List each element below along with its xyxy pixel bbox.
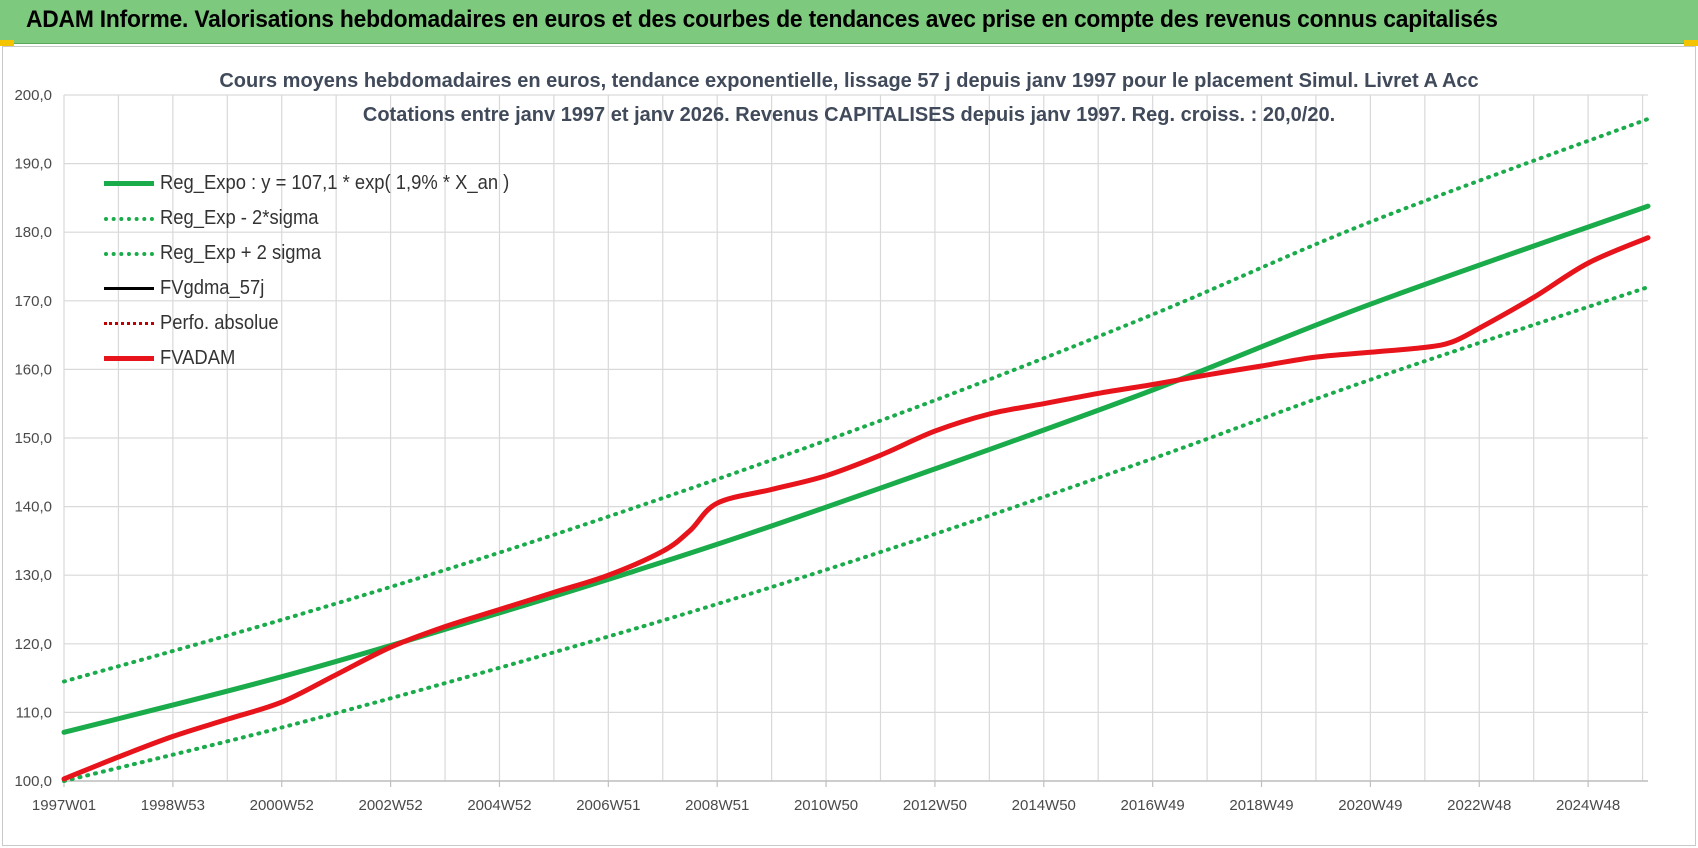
y-tick-label: 200,0 bbox=[14, 87, 52, 104]
y-tick-label: 100,0 bbox=[14, 773, 52, 790]
x-tick-label: 1997W01 bbox=[32, 797, 96, 814]
legend-swatch bbox=[104, 216, 154, 221]
x-tick-label: 2002W52 bbox=[358, 797, 422, 814]
legend-item-reg-expo: Reg_Expo : y = 107,1 * exp( 1,9% * X_an … bbox=[104, 166, 540, 201]
x-tick-label: 2018W49 bbox=[1229, 797, 1293, 814]
chart-legend: Reg_Expo : y = 107,1 * exp( 1,9% * X_an … bbox=[104, 166, 540, 376]
chart-title: Cours moyens hebdomadaires en euros, ten… bbox=[219, 70, 1479, 92]
corner-marker-right bbox=[1684, 40, 1698, 46]
banner-title: ADAM Informe. Valorisations hebdomadaire… bbox=[26, 6, 1498, 33]
series-reg-expo bbox=[61, 203, 1651, 735]
x-tick-label: 2008W51 bbox=[685, 797, 749, 814]
legend-item-reg-exp-minus: Reg_Exp - 2*sigma bbox=[104, 201, 540, 236]
x-tick-label: 2010W50 bbox=[794, 797, 858, 814]
legend-swatch bbox=[104, 287, 154, 290]
x-tick-label: 2016W49 bbox=[1121, 797, 1185, 814]
x-tick-label: 2012W50 bbox=[903, 797, 967, 814]
y-tick-label: 190,0 bbox=[14, 156, 52, 173]
x-tick-label: 2006W51 bbox=[576, 797, 640, 814]
x-tick-label: 2004W52 bbox=[467, 797, 531, 814]
x-tick-label: 2024W48 bbox=[1556, 797, 1620, 814]
x-tick-label: 2022W48 bbox=[1447, 797, 1511, 814]
series-fvadam bbox=[61, 235, 1651, 782]
legend-swatch bbox=[104, 322, 154, 325]
x-tick-label: 1998W53 bbox=[141, 797, 205, 814]
legend-item-perfo-absolue: Perfo. absolue bbox=[104, 306, 540, 341]
legend-label: Perfo. absolue bbox=[160, 312, 279, 334]
y-tick-label: 170,0 bbox=[14, 293, 52, 310]
y-tick-label: 110,0 bbox=[16, 704, 52, 721]
legend-label: Reg_Exp + 2 sigma bbox=[160, 242, 322, 264]
y-tick-label: 180,0 bbox=[14, 224, 52, 241]
legend-swatch bbox=[104, 181, 154, 186]
x-tick-label: 2000W52 bbox=[250, 797, 314, 814]
corner-marker-left bbox=[0, 40, 14, 46]
legend-item-fvadam: FVADAM bbox=[104, 341, 540, 376]
legend-item-reg-exp-plus: Reg_Exp + 2 sigma bbox=[104, 236, 540, 271]
x-tick-label: 2020W49 bbox=[1338, 797, 1402, 814]
header-banner: ADAM Informe. Valorisations hebdomadaire… bbox=[0, 0, 1698, 44]
chart-subtitle: Cotations entre janv 1997 et janv 2026. … bbox=[362, 104, 1336, 126]
chart-frame bbox=[2, 46, 1696, 846]
y-tick-label: 150,0 bbox=[14, 430, 52, 447]
series-reg-exp-plus-2sigma bbox=[62, 117, 1650, 684]
y-tick-label: 130,0 bbox=[14, 567, 52, 584]
x-tick-label: 2014W50 bbox=[1012, 797, 1076, 814]
y-tick-label: 160,0 bbox=[14, 361, 52, 378]
y-tick-label: 140,0 bbox=[14, 499, 52, 516]
legend-label: FVADAM bbox=[160, 347, 236, 369]
legend-label: Reg_Exp - 2*sigma bbox=[160, 207, 319, 229]
legend-label: Reg_Expo : y = 107,1 * exp( 1,9% * X_an … bbox=[160, 172, 510, 194]
legend-label: FVgdma_57j bbox=[160, 277, 265, 299]
legend-item-fvgdma: FVgdma_57j bbox=[104, 271, 540, 306]
y-tick-label: 120,0 bbox=[14, 636, 52, 653]
legend-swatch bbox=[104, 356, 154, 361]
legend-swatch bbox=[104, 251, 154, 256]
